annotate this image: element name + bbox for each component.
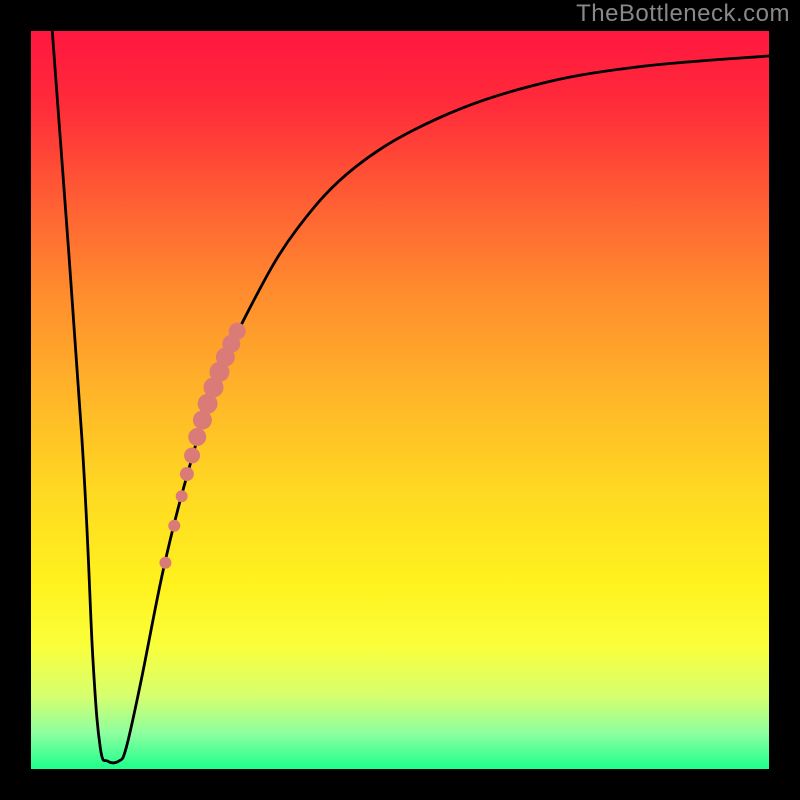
data-marker — [176, 490, 188, 502]
attribution-text: TheBottleneck.com — [576, 0, 790, 28]
data-marker — [180, 467, 194, 481]
data-marker — [168, 520, 180, 532]
data-marker — [159, 557, 171, 569]
data-marker — [184, 448, 200, 464]
data-marker — [229, 323, 246, 340]
chart-gradient-bg — [30, 30, 770, 770]
chart-container: TheBottleneck.com — [0, 0, 800, 800]
data-marker — [188, 428, 206, 446]
bottleneck-chart — [0, 0, 800, 800]
